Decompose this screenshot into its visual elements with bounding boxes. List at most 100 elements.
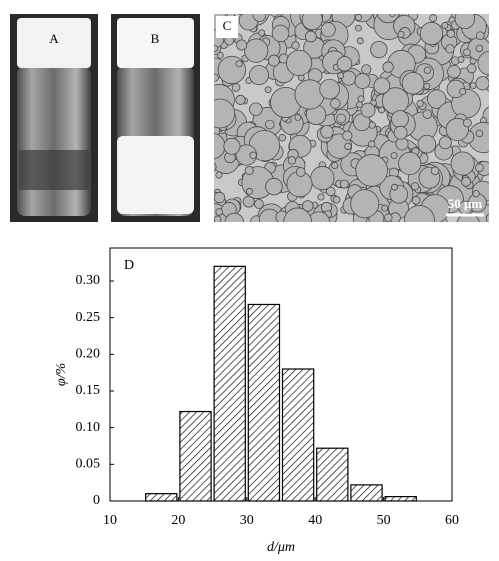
droplet: [490, 175, 497, 182]
droplet: [224, 212, 245, 222]
droplet: [381, 204, 389, 212]
droplet: [305, 30, 317, 43]
droplet: [244, 38, 269, 63]
droplet: [265, 119, 275, 130]
droplet: [459, 88, 467, 96]
droplet: [264, 86, 272, 94]
droplet: [283, 207, 312, 222]
y-tick-label: 0.25: [76, 310, 101, 325]
droplet: [427, 89, 447, 109]
photo-b: B: [111, 14, 200, 222]
droplet: [295, 167, 306, 177]
droplet: [417, 134, 437, 154]
panel-label: A: [49, 31, 59, 46]
droplet: [330, 98, 341, 109]
bar: [145, 493, 178, 502]
x-tick-label: 20: [171, 513, 185, 528]
droplet: [466, 63, 477, 74]
droplet: [477, 50, 489, 76]
droplet: [336, 113, 347, 124]
panel-label: B: [151, 31, 160, 46]
droplet: [317, 193, 325, 201]
droplet: [397, 30, 405, 38]
droplet: [215, 208, 223, 216]
droplet: [342, 130, 353, 141]
droplet: [355, 24, 362, 32]
droplet: [485, 213, 489, 222]
droplet: [237, 14, 244, 16]
droplet: [454, 14, 476, 29]
droplet: [231, 83, 241, 92]
x-tick-label: 40: [308, 513, 322, 528]
bar: [213, 265, 246, 502]
droplet: [307, 211, 331, 222]
droplet: [445, 44, 455, 54]
droplet: [332, 195, 341, 204]
droplet: [287, 156, 297, 165]
droplet: [249, 65, 270, 86]
droplet: [320, 22, 336, 38]
bar: [179, 410, 212, 502]
histogram: 0 0.05 0.10 0.15 0.20 0.25 0.30 10 20 30 40 50 60 Dd/…: [54, 247, 459, 555]
droplet: [331, 161, 339, 169]
droplet: [416, 100, 424, 108]
droplet: [475, 44, 484, 53]
droplet: [457, 55, 465, 63]
droplet: [398, 151, 422, 176]
droplet: [310, 166, 335, 191]
droplet: [463, 48, 471, 57]
bar: [350, 484, 383, 502]
droplet: [267, 54, 280, 67]
y-tick-label: 0.05: [76, 457, 101, 472]
droplet: [461, 176, 472, 187]
bar: [247, 303, 281, 502]
droplet: [350, 189, 380, 219]
droplet: [294, 114, 302, 121]
droplet: [336, 56, 353, 72]
droplet: [423, 66, 432, 74]
droplet: [278, 134, 286, 142]
droplet: [475, 31, 485, 41]
droplet: [339, 179, 349, 189]
droplet: [294, 79, 325, 110]
droplet: [430, 166, 440, 176]
droplet: [252, 14, 267, 22]
droplet: [356, 37, 364, 45]
droplet: [214, 73, 219, 82]
droplet: [291, 41, 300, 50]
x-tick-label: 30: [240, 513, 254, 528]
droplet: [341, 70, 357, 86]
droplet: [370, 40, 388, 59]
droplet: [214, 215, 222, 222]
panel-label: D: [124, 258, 134, 273]
droplet: [271, 24, 290, 43]
droplet: [235, 94, 246, 105]
droplet: [337, 72, 344, 79]
droplet: [368, 121, 376, 129]
droplet: [249, 151, 257, 160]
droplets: [214, 14, 497, 222]
droplet: [216, 51, 224, 59]
droplet: [269, 14, 280, 17]
droplet: [376, 14, 400, 24]
droplet: [378, 106, 385, 114]
y-axis-label: φ/%: [54, 363, 69, 386]
scale-bar-label: 50 μm: [448, 196, 483, 211]
droplet: [214, 162, 217, 172]
photo-a: A: [10, 14, 98, 222]
droplet: [344, 142, 352, 151]
droplet: [286, 49, 313, 76]
droplet: [382, 61, 394, 73]
droplet: [401, 71, 425, 95]
y-tick-label: 0.15: [76, 383, 101, 398]
droplet: [253, 199, 264, 209]
droplet: [223, 137, 241, 155]
droplet: [462, 118, 472, 128]
droplet: [390, 152, 398, 159]
droplet: [391, 110, 409, 129]
droplet: [441, 22, 449, 29]
droplet: [450, 151, 475, 176]
droplet: [438, 136, 452, 150]
droplet: [384, 213, 393, 222]
droplet: [423, 82, 431, 90]
